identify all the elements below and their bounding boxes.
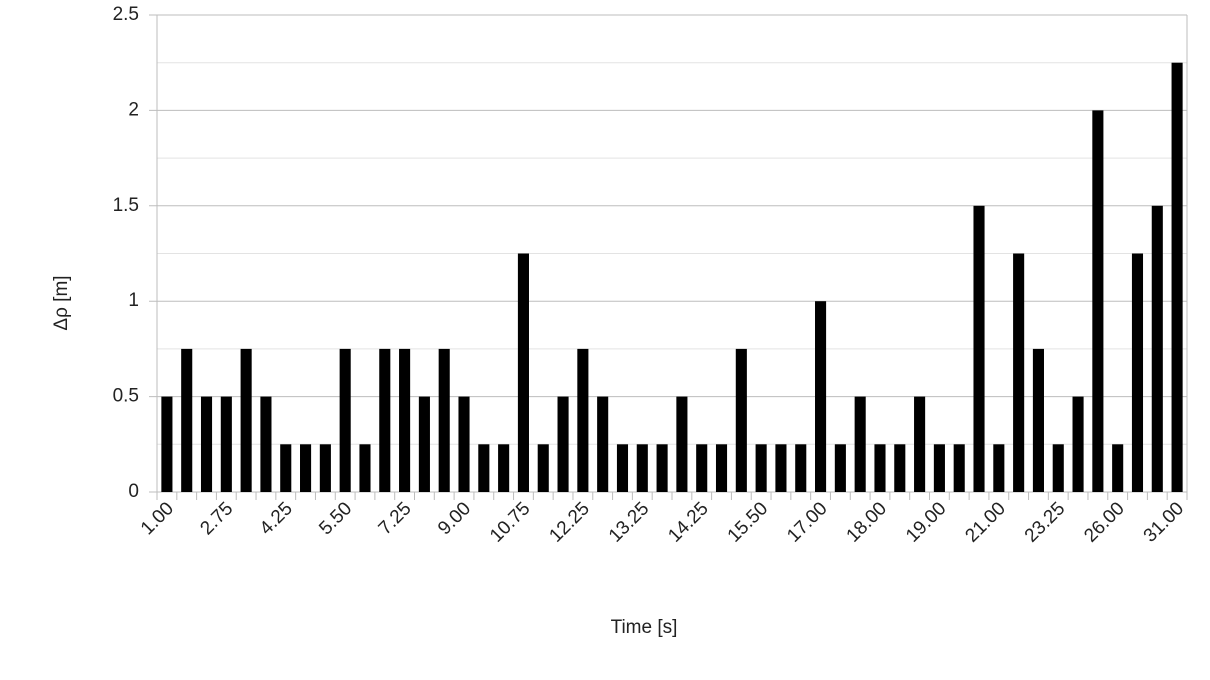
bar xyxy=(815,301,827,492)
bar xyxy=(280,444,292,492)
bar xyxy=(399,348,411,492)
bar xyxy=(894,444,906,492)
bar xyxy=(715,444,728,492)
bar xyxy=(973,205,985,493)
x-tick-label: 4.25 xyxy=(256,498,297,539)
bar xyxy=(616,444,629,492)
x-tick-label: 23.25 xyxy=(1021,498,1069,546)
bar xyxy=(795,444,807,492)
bar xyxy=(339,348,351,492)
bar xyxy=(458,396,470,492)
bar xyxy=(359,444,371,492)
bar xyxy=(161,396,173,492)
bar xyxy=(676,396,688,492)
x-tick-label: 17.00 xyxy=(783,498,831,546)
bar xyxy=(498,444,510,492)
bar xyxy=(993,444,1005,492)
bar xyxy=(1032,348,1044,492)
bar xyxy=(933,444,945,492)
bar xyxy=(696,444,708,492)
x-tick-label: 15.50 xyxy=(724,498,772,546)
x-tick-label: 10.75 xyxy=(486,498,534,546)
y-tick-label: 0.5 xyxy=(113,386,139,407)
x-tick-label: 18.00 xyxy=(843,498,891,546)
bar xyxy=(220,396,232,492)
bar xyxy=(1092,110,1104,493)
x-tick-label: 9.00 xyxy=(434,498,475,539)
bar xyxy=(874,444,886,492)
bar xyxy=(597,396,609,492)
bar xyxy=(834,444,846,492)
x-tick-label: 5.50 xyxy=(315,498,356,539)
bar xyxy=(735,348,747,492)
y-tick-label: 0 xyxy=(128,481,139,502)
y-tick-label: 2.5 xyxy=(113,4,139,25)
x-tick-label: 1.00 xyxy=(137,498,178,539)
bar xyxy=(537,444,549,492)
x-tick-label: 2.75 xyxy=(196,498,237,539)
bar xyxy=(1072,396,1084,492)
bar xyxy=(636,444,648,492)
bar xyxy=(300,444,312,492)
y-tick-label: 1 xyxy=(128,290,139,311)
y-axis-title: Δρ [m] xyxy=(51,275,72,330)
bar xyxy=(418,396,430,492)
x-tick-label: 14.25 xyxy=(664,498,712,546)
bar xyxy=(200,396,213,492)
bar xyxy=(755,444,767,492)
x-axis-title: Time [s] xyxy=(611,617,678,638)
bar xyxy=(517,253,529,492)
bar xyxy=(478,444,490,492)
x-tick-label: 13.25 xyxy=(605,498,653,546)
bar xyxy=(775,444,787,492)
bar xyxy=(1112,444,1124,492)
bar xyxy=(1013,253,1025,492)
x-tick-label: 19.00 xyxy=(902,498,950,546)
y-tick-label: 1.5 xyxy=(113,195,139,216)
bar xyxy=(557,396,569,492)
x-tick-label: 21.00 xyxy=(961,498,1009,546)
bar xyxy=(240,348,252,492)
x-tick-label: 31.00 xyxy=(1140,498,1188,546)
bar xyxy=(656,444,668,492)
bar xyxy=(914,396,926,492)
x-tick-label: 12.25 xyxy=(545,498,593,546)
bar xyxy=(438,348,450,492)
bar xyxy=(1151,205,1163,493)
bar xyxy=(1171,62,1183,492)
bar xyxy=(181,348,193,492)
bar xyxy=(854,396,866,492)
x-tick-label: 26.00 xyxy=(1080,498,1128,546)
bar xyxy=(319,444,331,492)
bar xyxy=(577,348,589,492)
y-tick-label: 2 xyxy=(128,99,139,120)
bar xyxy=(260,396,272,492)
bar xyxy=(953,444,965,492)
bar xyxy=(379,348,391,492)
bar xyxy=(1131,253,1144,492)
x-tick-label: 7.25 xyxy=(375,498,416,539)
bar xyxy=(1052,444,1064,492)
